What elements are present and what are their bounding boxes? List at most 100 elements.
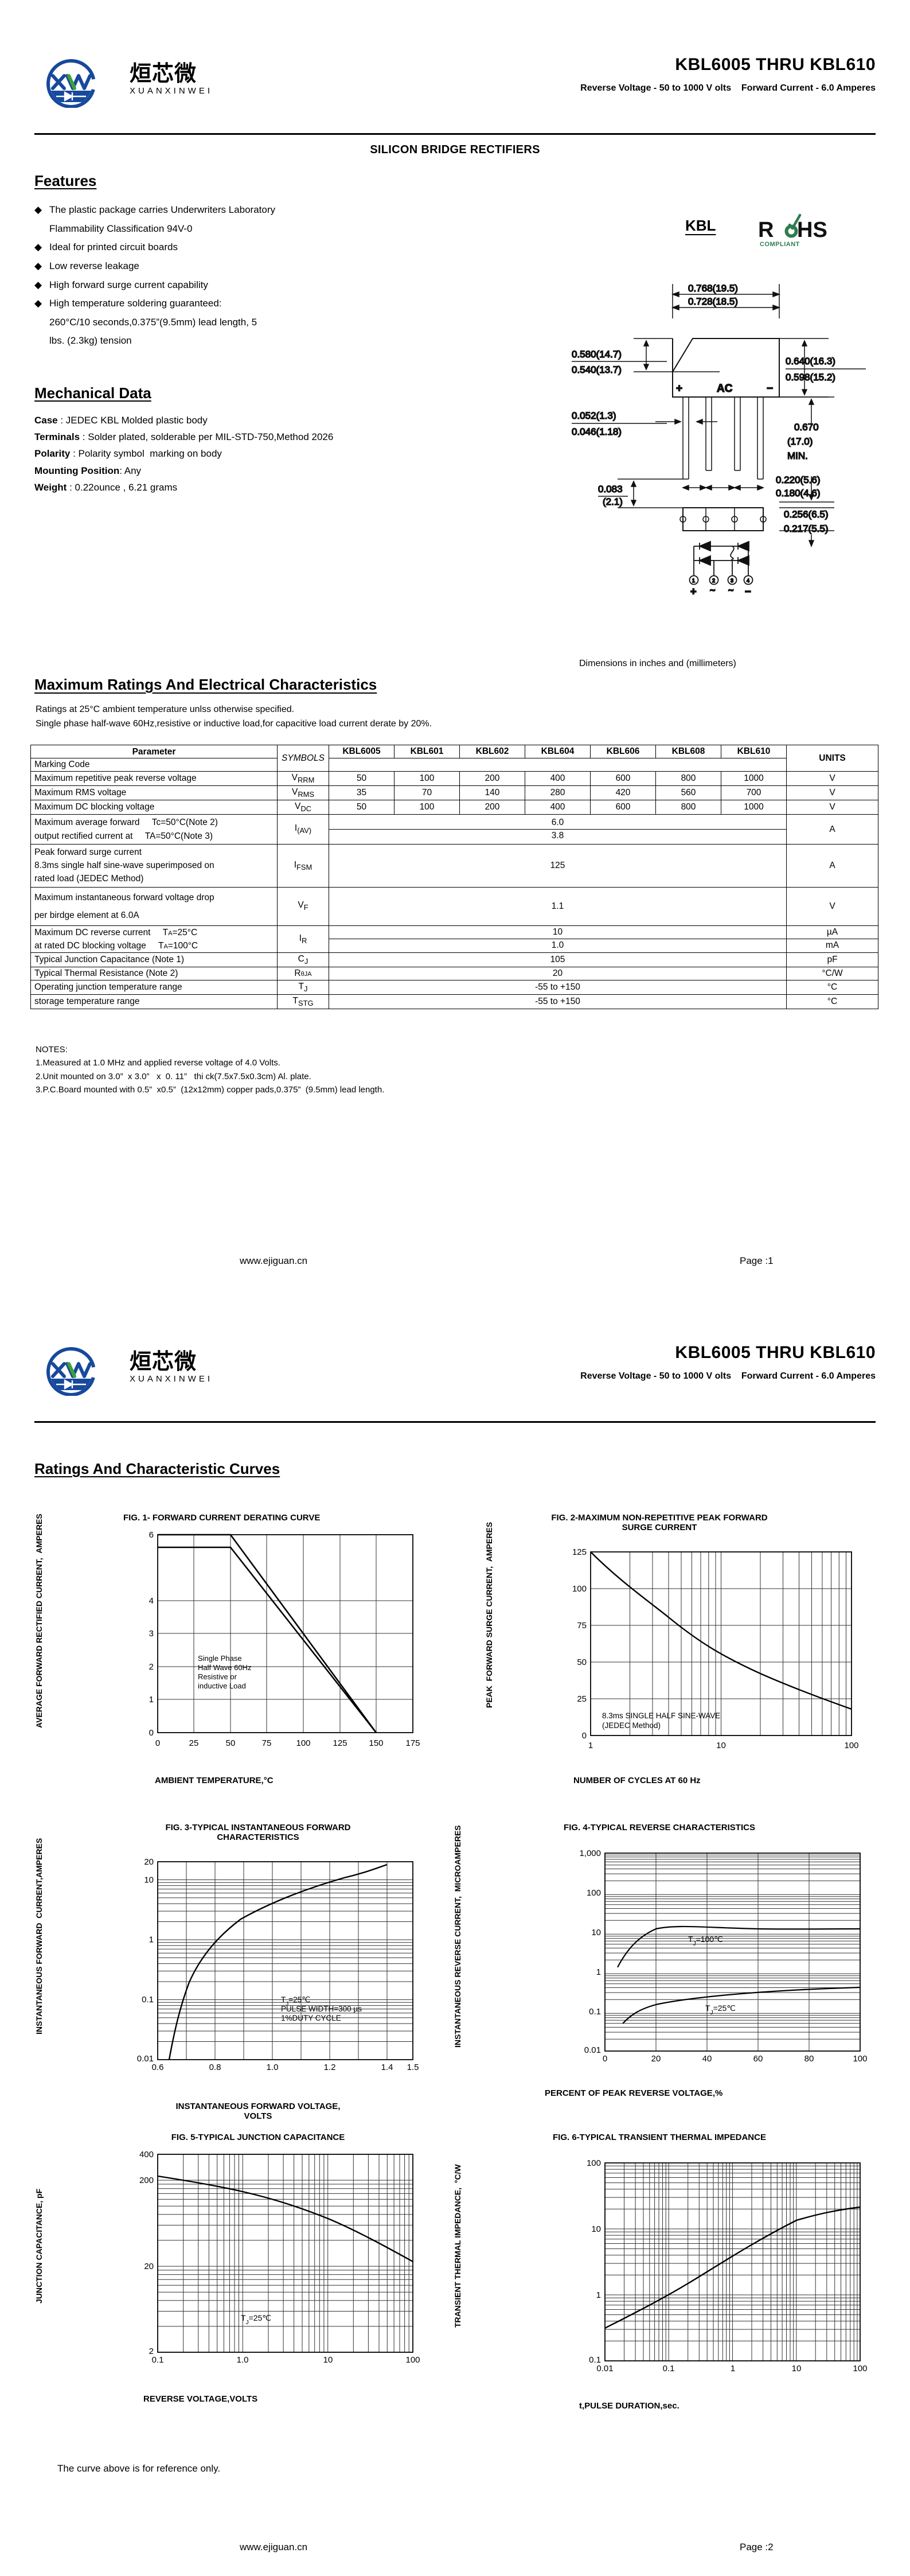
svg-text:8.3ms SINGLE HALF SINE-WAVE: 8.3ms SINGLE HALF SINE-WAVE: [602, 1711, 720, 1720]
svg-text:50: 50: [577, 1657, 587, 1667]
svg-text:+: +: [690, 586, 697, 597]
svg-text:COMPLIANT: COMPLIANT: [760, 241, 800, 248]
svg-text:0.052(1.3): 0.052(1.3): [572, 410, 616, 421]
svg-text:4: 4: [747, 578, 749, 583]
svg-text:200: 200: [139, 2176, 154, 2185]
svg-text:TJ=25℃: TJ=25℃: [241, 2313, 271, 2326]
svg-text:0.598(15.2): 0.598(15.2): [786, 372, 835, 383]
svg-text:75: 75: [577, 1621, 587, 1631]
svg-text:0.217(5.5): 0.217(5.5): [784, 523, 829, 534]
svg-text:Single Phase: Single Phase: [198, 1654, 242, 1663]
svg-text:1.5: 1.5: [407, 2063, 419, 2072]
svg-text:2: 2: [149, 1662, 154, 1672]
svg-text:(17.0): (17.0): [787, 436, 813, 447]
svg-text:inductive Load: inductive Load: [198, 1682, 246, 1690]
svg-text:10: 10: [591, 1928, 601, 1937]
svg-text:MIN.: MIN.: [787, 450, 808, 461]
svg-text:100: 100: [853, 2054, 867, 2064]
svg-text:10: 10: [323, 2355, 333, 2365]
svg-text:TJ=25℃: TJ=25℃: [705, 2003, 736, 2016]
svg-text:80: 80: [804, 2054, 814, 2064]
svg-text:100: 100: [587, 2158, 601, 2168]
svg-text:0.180(4.6): 0.180(4.6): [776, 488, 821, 499]
svg-text:0.1: 0.1: [663, 2364, 675, 2373]
svg-text:4: 4: [149, 1596, 154, 1606]
svg-text:Half Wave 60Hz: Half Wave 60Hz: [198, 1663, 251, 1672]
svg-text:0: 0: [155, 1738, 160, 1748]
svg-text:+: +: [676, 383, 682, 395]
svg-text:150: 150: [369, 1738, 383, 1748]
svg-text:0.6: 0.6: [152, 2063, 164, 2072]
svg-text:1%DUTY CYCLE: 1%DUTY CYCLE: [281, 2014, 341, 2022]
svg-text:1: 1: [596, 1967, 601, 1977]
svg-text:175: 175: [405, 1738, 420, 1748]
svg-text:100: 100: [405, 2355, 420, 2365]
svg-text:40: 40: [702, 2054, 712, 2064]
svg-text:125: 125: [572, 1547, 587, 1557]
svg-text:0.8: 0.8: [209, 2063, 221, 2072]
svg-text:(2.1): (2.1): [603, 496, 623, 507]
svg-text:1.4: 1.4: [381, 2063, 393, 2072]
svg-text:0.220(5.6): 0.220(5.6): [776, 474, 821, 485]
svg-text:2: 2: [712, 578, 715, 583]
svg-text:400: 400: [139, 2150, 154, 2159]
svg-text:10: 10: [716, 1741, 726, 1750]
svg-text:HS: HS: [797, 218, 827, 242]
svg-text:1: 1: [692, 578, 695, 583]
svg-text:10: 10: [144, 1875, 154, 1885]
svg-text:~: ~: [710, 586, 715, 596]
svg-text:0: 0: [603, 2054, 607, 2064]
svg-text:6: 6: [149, 1530, 154, 1540]
svg-text:0.768(19.5): 0.768(19.5): [688, 283, 738, 294]
svg-text:0.670: 0.670: [794, 422, 819, 433]
svg-text:0.1: 0.1: [142, 1995, 154, 2005]
svg-text:0.01: 0.01: [584, 2045, 601, 2055]
svg-text:0.1: 0.1: [152, 2355, 164, 2365]
svg-text:1: 1: [588, 1741, 593, 1750]
svg-text:50: 50: [226, 1738, 236, 1748]
svg-text:100: 100: [296, 1738, 310, 1748]
svg-text:0: 0: [582, 1731, 587, 1741]
svg-text:25: 25: [189, 1738, 199, 1748]
svg-text:1: 1: [149, 1935, 154, 1945]
svg-text:R: R: [758, 218, 774, 242]
svg-text:1,000: 1,000: [579, 1849, 601, 1858]
svg-text:60: 60: [753, 2054, 763, 2064]
svg-text:100: 100: [572, 1584, 587, 1594]
svg-text:0.256(6.5): 0.256(6.5): [784, 509, 829, 520]
svg-text:1.2: 1.2: [324, 2063, 336, 2072]
svg-text:0.728(18.5): 0.728(18.5): [688, 296, 738, 307]
svg-text:10: 10: [792, 2364, 802, 2373]
svg-text:0.083: 0.083: [598, 484, 623, 495]
svg-text:20: 20: [144, 1857, 154, 1867]
svg-text:3: 3: [731, 578, 733, 583]
svg-text:AC: AC: [717, 383, 733, 395]
svg-text:0.540(13.7): 0.540(13.7): [572, 364, 622, 375]
svg-text:0.1: 0.1: [589, 2007, 601, 2017]
svg-text:TJ=100℃: TJ=100℃: [688, 1935, 723, 1947]
svg-text:PULSE WIDTH=300 µs: PULSE WIDTH=300 µs: [281, 2005, 362, 2013]
svg-text:20: 20: [651, 2054, 661, 2064]
svg-text:100: 100: [844, 1741, 858, 1750]
svg-text:0.046(1.18): 0.046(1.18): [572, 426, 622, 437]
svg-text:0: 0: [149, 1728, 154, 1738]
svg-text:−: −: [767, 383, 773, 395]
svg-text:1.0: 1.0: [237, 2355, 249, 2365]
svg-text:1: 1: [149, 1695, 154, 1705]
svg-text:(JEDEC Method): (JEDEC Method): [602, 1721, 661, 1730]
svg-text:10: 10: [591, 2224, 601, 2234]
svg-text:20: 20: [144, 2262, 154, 2271]
svg-text:~: ~: [728, 586, 733, 596]
svg-text:125: 125: [333, 1738, 347, 1748]
svg-text:1: 1: [731, 2364, 735, 2373]
svg-text:Resistive or: Resistive or: [198, 1672, 237, 1681]
svg-text:3: 3: [149, 1629, 154, 1639]
svg-text:100: 100: [587, 1888, 601, 1898]
svg-text:−: −: [745, 586, 751, 597]
svg-text:75: 75: [262, 1738, 272, 1748]
svg-text:0.580(14.7): 0.580(14.7): [572, 349, 622, 360]
svg-text:25: 25: [577, 1694, 587, 1704]
svg-text:1.0: 1.0: [267, 2063, 279, 2072]
svg-text:1: 1: [596, 2290, 601, 2300]
svg-text:0.01: 0.01: [596, 2364, 613, 2373]
